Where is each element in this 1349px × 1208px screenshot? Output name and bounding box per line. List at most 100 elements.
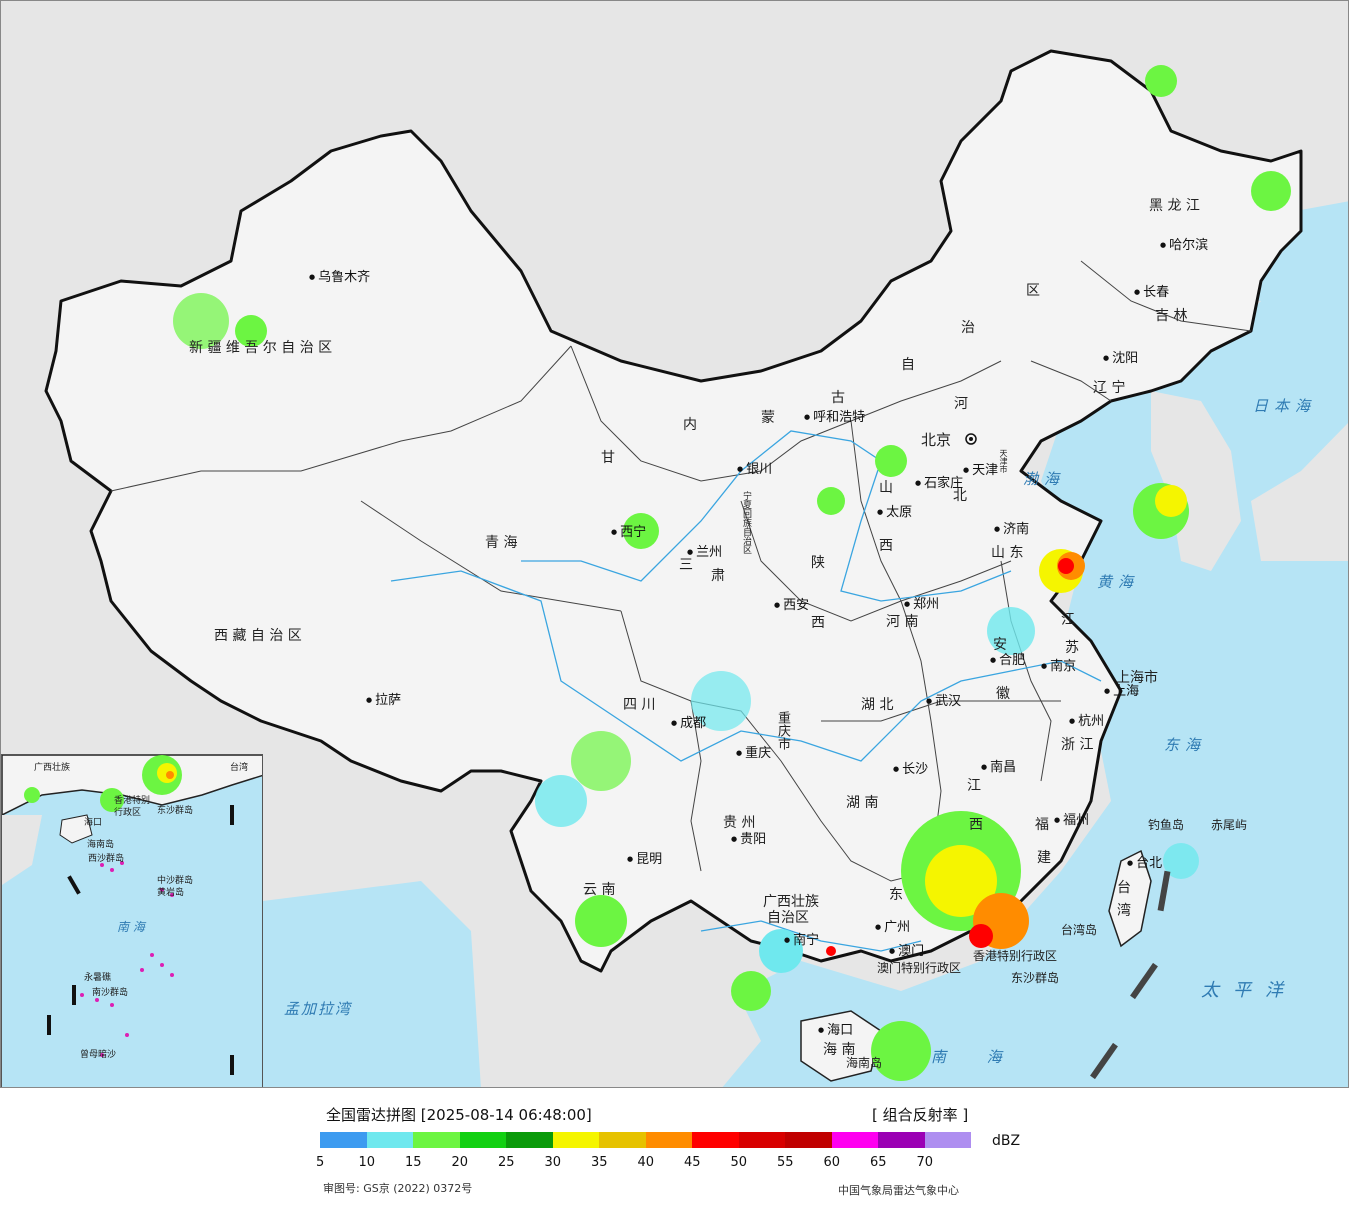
inset-canvas <box>2 755 262 1075</box>
city-xian: 西安 <box>774 599 809 612</box>
city-taiyuan: 太原 <box>877 506 912 519</box>
legend-tick-label: 35 <box>591 1155 608 1170</box>
region-hebei-2: 北 <box>953 488 967 504</box>
city-changsha: 长沙 <box>893 763 928 776</box>
city-lanzhou: 兰州 <box>687 546 722 559</box>
region-fujian-1: 福 <box>1035 817 1049 833</box>
city-hefei: 合肥 <box>990 654 1025 667</box>
inset-label-hainan: 海南岛 <box>87 840 115 850</box>
radar-echoes <box>173 65 1291 1081</box>
region-guangxi-1: 广西壮族 <box>763 894 819 910</box>
island-hainan: 海南岛 <box>846 1056 883 1070</box>
inset-label-guangxi: 广西壮族 <box>34 763 71 773</box>
region-jiangsu-2: 苏 <box>1065 640 1079 656</box>
region-hainan: 海 南 <box>823 1042 856 1058</box>
region-hubei: 湖 北 <box>861 697 894 713</box>
region-gansu-3: 三 <box>679 557 693 573</box>
legend-product-name: [ 组合反射率 ] <box>872 1106 969 1124</box>
region-xinjiang: 新 疆 维 吾 尔 自 治 区 <box>189 340 333 356</box>
city-chongqing: 重庆 <box>736 747 771 760</box>
region-neimeng-1: 内 <box>683 417 697 433</box>
sea-bohai: 渤海 <box>1023 470 1066 488</box>
region-taiwan-1: 台 <box>1117 880 1131 896</box>
city-chengdu: 成都 <box>671 717 706 730</box>
region-shaanxi-2: 西 <box>811 615 825 631</box>
korea-peninsula <box>1151 391 1241 571</box>
region-shanghai: 上海市 <box>1116 670 1158 686</box>
region-liaoning: 辽 宁 <box>1093 380 1126 396</box>
sea-bengal: 孟加拉湾 <box>284 1000 353 1018</box>
city-haikou: 海口 <box>818 1024 853 1037</box>
sea-yellow: 黄海 <box>1097 573 1140 591</box>
region-neimeng-6: 区 <box>1026 283 1040 299</box>
region-xizang: 西 藏 自 治 区 <box>214 628 302 644</box>
region-hebei-1: 河 <box>954 396 968 412</box>
island-taiwan: 台湾岛 <box>1061 923 1098 937</box>
city-kunming: 昆明 <box>627 853 662 866</box>
legend-tick-label: 30 <box>544 1155 562 1170</box>
color-swatch <box>924 1132 971 1148</box>
inset-label-taiwan: 台湾 <box>230 763 249 773</box>
region-neimeng-4: 自 <box>901 357 915 373</box>
agency-credit: 中国气象局雷达气象中心 <box>838 1184 959 1197</box>
maritime-boundary-dashes <box>1090 870 1171 1080</box>
beijing-capital-marker <box>965 433 977 445</box>
bay-of-bengal <box>263 881 481 1087</box>
region-ningxia: 宁夏回族自治区 <box>741 491 751 554</box>
region-qinghai: 青 海 <box>485 535 518 551</box>
region-guizhou: 贵 州 <box>723 815 756 831</box>
city-nanchang: 南昌 <box>981 761 1016 774</box>
color-swatch <box>413 1132 460 1148</box>
city-lhasa: 拉萨 <box>366 694 401 707</box>
city-guiyang: 贵阳 <box>731 833 766 846</box>
legend-tick-label: 50 <box>730 1155 748 1170</box>
sea-japan: 日本海 <box>1253 397 1317 415</box>
city-macau: 澳门 <box>889 945 924 958</box>
south-china-sea-inset: 广西壮族 台湾 香港特别 行政区 东沙群岛 海口 海南岛 中沙群岛 黄岩岛 南 … <box>1 754 263 1087</box>
color-swatch <box>645 1132 692 1148</box>
color-swatch <box>552 1132 599 1148</box>
color-swatch <box>831 1132 878 1148</box>
region-anhui-2: 徽 <box>996 686 1010 702</box>
legend-tick-label: 45 <box>684 1155 701 1170</box>
region-shanxi-2: 西 <box>879 538 893 554</box>
color-swatch <box>878 1132 925 1148</box>
legend-tick-label: 10 <box>358 1155 376 1170</box>
region-henan: 河 南 <box>886 614 919 630</box>
radar-map[interactable]: 新 疆 维 吾 尔 自 治 区 西 藏 自 治 区 青 海 甘 肃 内 蒙 古 … <box>0 0 1349 1088</box>
region-jilin: 吉 林 <box>1155 308 1188 324</box>
inset-label-zengmu: 曾母暗沙 <box>80 1050 117 1060</box>
inset-label-hk-2: 行政区 <box>114 808 142 818</box>
city-guangzhou: 广州 <box>875 921 910 934</box>
color-swatch <box>599 1132 646 1148</box>
inset-label-zhongsha: 中沙群岛 <box>157 876 194 886</box>
city-harbin: 哈尔滨 <box>1160 239 1208 252</box>
city-shijiazhuang: 石家庄 <box>915 477 963 490</box>
region-neimeng-3: 古 <box>831 390 845 406</box>
japan-land <box>1251 423 1348 561</box>
inset-label-hk-1: 香港特别 <box>114 796 151 806</box>
inset-label-xisha: 西沙群岛 <box>88 854 125 864</box>
region-heilongjiang: 黑 龙 江 <box>1149 198 1200 214</box>
city-changchun: 长春 <box>1134 286 1169 299</box>
legend-tick-label: 65 <box>870 1155 887 1170</box>
region-zhejiang: 浙 江 <box>1061 737 1094 753</box>
region-gansu-2: 肃 <box>711 568 725 584</box>
color-swatch <box>692 1132 739 1148</box>
legend-title: 全国雷达拼图 [2025-08-14 06:48:00] <box>326 1106 592 1124</box>
legend-tick-label: 70 <box>916 1155 934 1170</box>
map-approval-number: 审图号: GS京 (2022) 0372号 <box>323 1182 473 1195</box>
sea-east: 东海 <box>1164 736 1207 754</box>
legend-tick-label: 20 <box>451 1155 469 1170</box>
legend-tick-label: 5 <box>316 1155 325 1170</box>
island-dongsha: 东沙群岛 <box>1011 971 1060 985</box>
inset-label-yongshu: 永暑礁 <box>84 973 112 983</box>
region-jiangxi-2: 西 <box>969 817 983 833</box>
region-neimeng-2: 蒙 <box>761 410 775 426</box>
se-asia-land <box>481 861 761 1087</box>
city-hohhot: 呼和浩特 <box>804 411 865 424</box>
city-fuzhou: 福州 <box>1054 814 1089 827</box>
region-hk-sar: 香港特别行政区 <box>973 949 1058 963</box>
region-shandong: 山 东 <box>991 545 1024 561</box>
region-taiwan-2: 湾 <box>1117 903 1131 919</box>
